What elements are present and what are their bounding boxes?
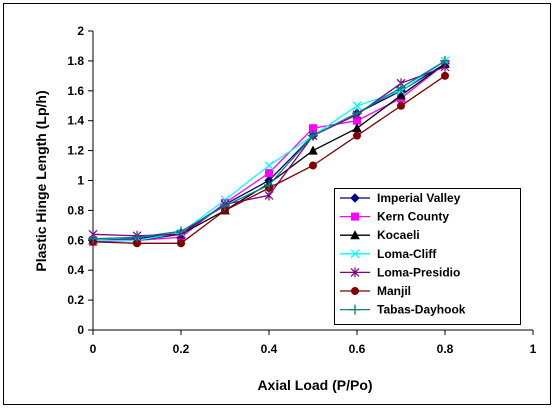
data-point — [264, 190, 274, 201]
data-point — [309, 124, 317, 133]
data-point — [177, 239, 185, 248]
data-point — [396, 82, 406, 93]
data-point — [265, 169, 273, 178]
y-tick-label: 1.4 — [67, 114, 84, 128]
data-point — [132, 232, 142, 243]
data-point — [352, 108, 362, 119]
x-tick-label: 0 — [90, 342, 97, 356]
data-point — [308, 145, 318, 155]
x-tick-label: 0.4 — [261, 342, 278, 356]
legend-marker — [350, 249, 360, 259]
legend-marker — [351, 287, 359, 295]
legend-marker — [350, 230, 360, 240]
series-tabas-dayhook — [88, 55, 450, 244]
x-tick-label: 0.6 — [349, 342, 366, 356]
data-point — [396, 90, 406, 100]
data-point — [352, 101, 362, 111]
y-tick-label: 0.4 — [67, 263, 84, 277]
data-point — [264, 161, 274, 171]
series-group — [88, 55, 450, 248]
y-tick-label: 0.6 — [67, 233, 84, 247]
x-axis-title: Axial Load (P/Po) — [257, 377, 372, 393]
legend-label: Tabas-Dayhook — [377, 303, 466, 317]
data-point — [220, 200, 230, 211]
data-point — [308, 130, 318, 141]
legend-marker — [350, 304, 360, 315]
legend-marker — [350, 267, 360, 278]
data-point — [309, 161, 317, 170]
legend-label: Loma-Cliff — [377, 247, 437, 261]
legend-box — [334, 188, 521, 325]
legend-item: Imperial Valley — [340, 191, 461, 205]
legend-label: Kocaeli — [377, 228, 420, 242]
y-tick-label: 1.6 — [67, 84, 84, 98]
y-tick-label: 1.2 — [67, 144, 84, 158]
legend-label: Loma-Presidio — [377, 265, 460, 279]
legend-marker — [350, 193, 360, 203]
data-point — [264, 179, 274, 190]
x-tick-label: 1 — [530, 342, 537, 356]
x-tick-label: 0.2 — [173, 342, 190, 356]
legend-item: Kocaeli — [340, 228, 420, 242]
tick-group: 0 0.2 0.4 0.6 0.8 1 1.2 1.4 1.6 1.8 2 0 0.2 0.4 0.6 0.8… — [67, 24, 536, 356]
legend-item: Manjil — [340, 284, 411, 298]
data-point — [176, 226, 186, 237]
legend-item: Kern County — [340, 210, 449, 224]
legend-item: Loma-Presidio — [340, 265, 460, 279]
legend-item: Tabas-Dayhook — [340, 303, 466, 317]
data-point — [440, 55, 450, 66]
data-point — [397, 101, 405, 110]
y-axis-title: Plastic Hinge Length (Lp/h) — [33, 90, 49, 271]
y-tick-label: 0 — [77, 323, 84, 337]
y-tick-label: 2 — [77, 24, 84, 38]
x-tick-label: 0.8 — [437, 342, 454, 356]
y-tick-label: 0.2 — [67, 293, 84, 307]
data-point — [441, 71, 449, 80]
data-point — [353, 131, 361, 140]
legend-item: Loma-Cliff — [340, 247, 437, 261]
y-tick-label: 1 — [77, 174, 84, 188]
legend-label: Imperial Valley — [377, 191, 461, 205]
data-point — [88, 233, 98, 244]
legend-label: Manjil — [377, 284, 411, 298]
y-tick-label: 1.8 — [67, 54, 84, 68]
legend-label: Kern County — [377, 210, 449, 224]
y-tick-label: 0.8 — [67, 203, 84, 217]
legend: Imperial Valley Kern County Kocaeli Loma-Cl… — [334, 188, 521, 325]
legend-marker — [351, 212, 359, 221]
